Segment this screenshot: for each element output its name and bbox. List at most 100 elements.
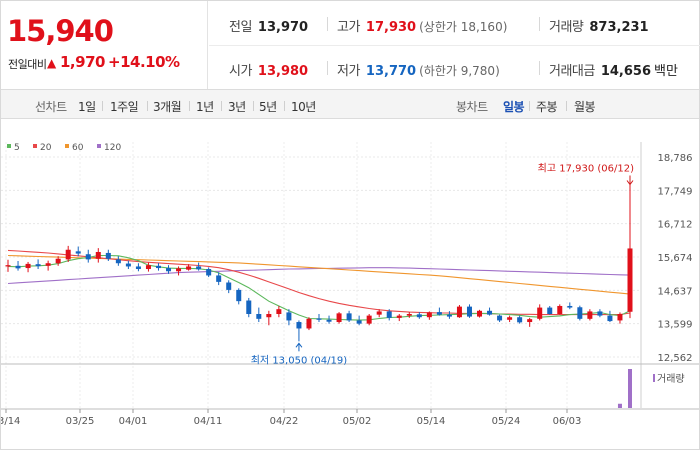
candle-body [597,311,603,316]
period-10y-button[interactable]: 10년 [291,100,316,114]
x-tick-label: 03/25 [66,416,95,427]
y-tick-label: 14,637 [658,286,693,297]
candle-body [256,314,262,319]
change-label: 전일대비 [8,58,47,71]
y-tick-label: 16,712 [658,220,693,231]
divider [327,61,328,75]
price-chart: 5 20 60 120 최고 17,930 (06/12) 최저 13,050 (04/… [0,142,699,427]
candle-body [145,265,151,270]
candle-body [607,315,613,322]
candle-body [446,314,452,317]
candle-body [15,265,21,269]
legend-swatch [65,144,69,148]
ma5-line [7,254,631,321]
candle-body [206,269,212,276]
candle-body [45,263,51,266]
legend-label: 20 [40,143,52,153]
volume-panel: 거래량 [617,369,685,408]
high-annotation: 최고 17,930 (06/12) [538,163,634,175]
candle-body [336,313,342,323]
x-tick-label: 04/22 [270,416,299,427]
ma20-line [7,249,631,316]
divider [566,101,567,111]
candle-body [216,275,222,282]
annotations: 최고 17,930 (06/12) 최저 13,050 (04/19) [251,163,634,367]
period-3y-button[interactable]: 3년 [228,100,246,114]
y-tick-label: 18,786 [658,153,693,164]
period-3m-button[interactable]: 3개월 [153,100,182,114]
divider [327,17,328,31]
candle-body [125,263,131,267]
legend-swatch [7,144,11,148]
high-arrow-head [626,180,634,186]
ma60-line [7,254,631,295]
stat-label: 거래량 [549,20,584,35]
chart-toolbar: 선차트 1일 1주일 3개월 1년 3년 5년 10년 봉차트 일봉 주봉 월봉 [1,89,699,119]
candle-body [366,315,372,324]
current-price: 15,940 [7,14,114,48]
candle-body [35,264,41,267]
stat-high: 고가 17,930 (상한가 18,160) [337,16,507,35]
volume-bar [628,369,632,408]
x-tick-label: 03/14 [1,416,20,427]
candle-body [5,265,11,267]
candle-body [557,305,563,315]
x-tick-label: 05/24 [492,416,521,427]
stat-low: 저가 13,770 (하한가 9,780) [337,60,500,79]
stat-value: 873,231 [589,20,649,35]
stat-volume: 거래량 873,231 [549,16,649,35]
y-tick-label: 13,599 [658,320,693,331]
period-1w-button[interactable]: 1주일 [110,100,139,114]
legend-swatch [33,144,37,148]
up-arrow-icon: ▲ [47,56,57,70]
candle-daily-tab[interactable]: 일봉 [503,100,525,114]
stat-value: 17,930 [365,20,417,35]
candle-body [537,307,543,319]
candle-body [487,310,493,315]
price-summary: 15,940 전일대비 ▲ 1,970 +14.10% [1,1,208,89]
candle-body [246,300,252,315]
period-1d-button[interactable]: 1일 [78,100,96,114]
stat-trade-value: 거래대금 14,656 백만 [549,60,678,79]
stat-label: 저가 [337,64,360,79]
period-5y-button[interactable]: 5년 [259,100,277,114]
candle-body [65,249,71,260]
stat-value: 14,656 [600,64,652,79]
candle-weekly-tab[interactable]: 주봉 [536,100,558,114]
legend-label: 120 [104,143,121,153]
candle-body [286,312,292,321]
candle-body [135,266,141,270]
candle-body [376,311,382,315]
candle-body [617,314,623,321]
candle-body [95,251,101,259]
candle-body [416,314,422,318]
candle-body [166,268,172,272]
divider [147,101,148,111]
candle-body [436,312,442,315]
candle-body [266,314,272,318]
low-arrow-head [295,342,303,348]
x-tick-label: 04/11 [194,416,223,427]
stat-value: 13,980 [257,64,309,79]
candle-body [456,306,462,318]
candle-body [85,254,91,260]
candle-body [25,263,31,269]
line-chart-label: 선차트 [35,100,67,114]
y-tick-label: 17,749 [658,186,693,197]
candle-body [155,265,161,269]
stat-label: 시가 [229,64,252,79]
chart-grid [1,142,699,410]
period-1y-button[interactable]: 1년 [196,100,214,114]
candle-body [497,315,503,321]
volume-label: 거래량 [657,373,685,385]
candle-monthly-tab[interactable]: 월봉 [574,100,596,114]
candle-body [176,268,182,272]
candle-body [396,315,402,318]
candle-body [527,319,533,323]
stat-value: 13,770 [365,64,417,79]
divider [189,101,190,111]
candle-body [577,307,583,319]
stat-unit: 백만 [654,64,678,79]
y-axis: 18,786 17,749 16,712 15,674 14,637 13,599 12,5… [658,153,693,364]
